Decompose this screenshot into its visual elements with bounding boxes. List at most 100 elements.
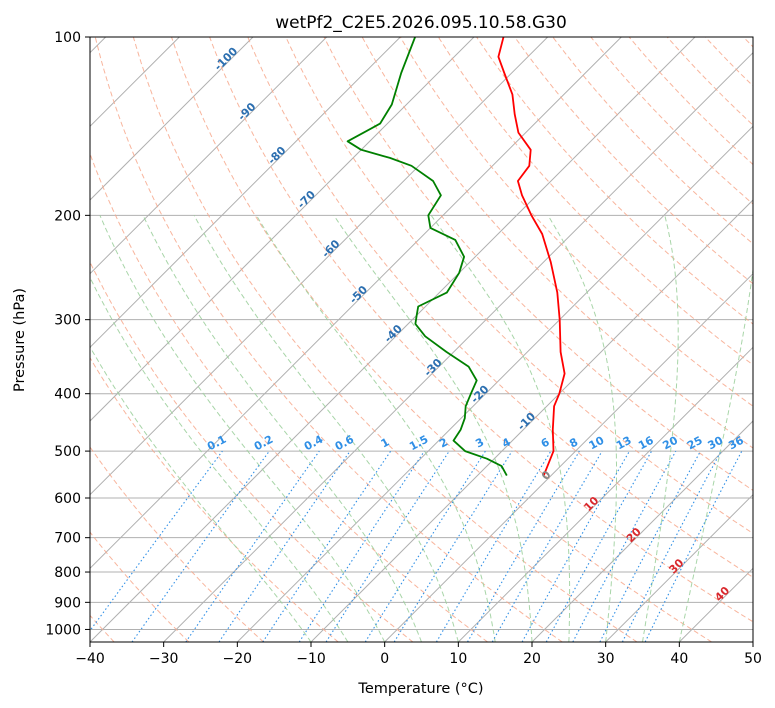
dry-adiabat-line xyxy=(132,37,638,642)
isotherm-line xyxy=(457,346,753,642)
moist-adiabat-line xyxy=(547,215,617,642)
y-tick-label: 400 xyxy=(54,387,81,403)
isotherm-label: -10 xyxy=(515,410,538,433)
x-tick-label: 40 xyxy=(670,651,688,667)
mixing-ratio-line xyxy=(262,450,392,642)
y-tick-label: 500 xyxy=(54,444,81,460)
mixing-ratio-label: 16 xyxy=(636,434,656,453)
y-tick-label: 1000 xyxy=(45,622,81,638)
mixing-ratio-label: 30 xyxy=(706,434,726,453)
isotherm-label: -30 xyxy=(421,356,444,379)
dry-adiabat-line xyxy=(323,37,753,491)
line-labels: 0.1 0.2 0.4 0.6 1 1.5 2 3 4 6 8 10 13 16 20 25 30 36-100-… xyxy=(205,44,746,604)
dry-adiabat-line xyxy=(90,152,488,642)
isotherm-label: -60 xyxy=(319,237,342,260)
isotherm-line xyxy=(90,37,549,496)
mixing-ratio-line xyxy=(545,450,653,642)
dry-adiabat-line xyxy=(552,37,753,245)
dry-adiabat-line xyxy=(399,37,753,407)
isotherm-label: -70 xyxy=(295,188,318,211)
dry-adiabat-line xyxy=(628,37,753,166)
plot-area xyxy=(90,37,753,642)
moist-adiabat-line xyxy=(642,215,679,642)
isotherm-label: -50 xyxy=(347,283,370,306)
mixing-ratio-label: 36 xyxy=(726,434,746,453)
y-tick-label: 200 xyxy=(54,208,81,224)
moist-adiabat-line xyxy=(333,215,533,642)
chart-title: wetPf2_C2E5.2026.095.10.58.G30 xyxy=(275,13,567,33)
moist-adiabat-line xyxy=(255,215,496,642)
dry-adiabat-line xyxy=(209,37,753,623)
isotherm-line xyxy=(90,37,328,275)
dry-adiabat-line xyxy=(437,37,753,366)
moist-adiabat-line xyxy=(90,345,312,642)
mixing-ratio-label: 3 xyxy=(473,435,486,450)
mixing-ratio-line xyxy=(572,450,677,642)
mixing-ratio-label: 0.2 xyxy=(252,433,275,454)
mixing-ratio-line xyxy=(435,450,552,642)
temperature-profile-line xyxy=(497,37,566,476)
temperature-label: 40 xyxy=(712,584,732,604)
mixing-ratio-line xyxy=(467,450,580,642)
y-tick-label: 900 xyxy=(54,595,81,611)
dry-adiabat-line xyxy=(285,37,753,535)
mixing-ratio-label: 0.6 xyxy=(333,433,357,454)
mixing-ratio-label: 20 xyxy=(660,434,680,453)
mixing-ratio-label: 10 xyxy=(587,434,607,453)
isotherm-line xyxy=(678,567,753,642)
mixing-ratio-line xyxy=(644,450,743,642)
x-tick-label: 50 xyxy=(744,651,762,667)
mixing-ratio-line xyxy=(599,450,701,642)
plot-frame xyxy=(89,36,754,643)
isotherm-line xyxy=(384,272,753,642)
x-tick-label: −30 xyxy=(149,651,179,667)
isotherm-line xyxy=(90,37,475,422)
isotherm-line xyxy=(90,37,254,201)
isotherm-line xyxy=(163,51,753,642)
mixing-ratio-label: 6 xyxy=(539,435,552,450)
temperature-label: 20 xyxy=(624,525,644,545)
x-tick-label: 10 xyxy=(449,651,467,667)
mixing-ratio-label: 0.4 xyxy=(302,433,326,454)
isotherm-line xyxy=(531,420,753,642)
dry-adiabat-line xyxy=(90,446,264,642)
y-tick-label: 800 xyxy=(54,565,81,581)
mixing-ratio-label: 4 xyxy=(500,435,513,450)
isotherm-line xyxy=(605,493,753,642)
dry-adiabat-line xyxy=(743,37,753,48)
mixing-ratio-line xyxy=(185,450,320,642)
mixing-ratio-line xyxy=(218,450,351,642)
mixing-ratio-line xyxy=(521,450,630,642)
y-tick-label: 300 xyxy=(54,313,81,329)
mixing-ratio-label: 25 xyxy=(685,434,705,453)
isotherm-label: -100 xyxy=(212,44,241,73)
dewpoint-profile-line xyxy=(346,37,508,477)
mixing-ratio-label: 13 xyxy=(614,434,634,453)
mixing-ratio-label: 1.5 xyxy=(407,433,430,454)
y-tick-label: 700 xyxy=(54,531,81,547)
x-tick-label: −10 xyxy=(296,651,326,667)
moist-adiabat-line xyxy=(678,265,753,642)
mixing-ratio-line xyxy=(393,450,513,642)
x-tick-label: 0 xyxy=(380,651,389,667)
sounding-curves xyxy=(346,37,566,477)
isotherm-label: -90 xyxy=(235,100,258,123)
moist-adiabat-line xyxy=(430,215,571,642)
dry-adiabat-line xyxy=(247,37,753,578)
mixing-ratio-label: 0.1 xyxy=(205,433,228,454)
isotherm-line xyxy=(90,37,401,349)
dry-adiabat-line xyxy=(90,531,190,642)
y-tick-label: 600 xyxy=(54,491,81,507)
dry-adiabat-line xyxy=(590,37,753,205)
dry-adiabat-line xyxy=(361,37,753,449)
temperature-label: 30 xyxy=(666,556,686,576)
temperature-label: 10 xyxy=(581,494,601,514)
mixing-ratio-line xyxy=(325,450,450,642)
isotherm-label: -20 xyxy=(468,383,491,406)
mixing-ratio-line xyxy=(298,450,425,642)
dry-adiabat-line xyxy=(90,356,339,642)
mixing-ratio-line xyxy=(90,450,223,632)
dry-adiabat-line xyxy=(704,37,753,87)
dry-adiabat-line xyxy=(90,260,414,642)
